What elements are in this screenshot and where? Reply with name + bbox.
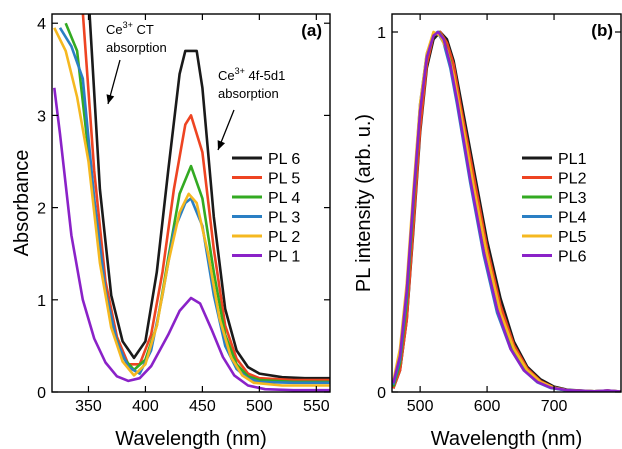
x-tick-label: 700 [541, 398, 568, 415]
x-tick-label: 350 [75, 398, 102, 415]
series-group [392, 30, 621, 392]
annotation-base: Ce [218, 68, 235, 83]
series-line-pl6 [88, 14, 330, 380]
annotation-superscript: 3+ [123, 20, 133, 30]
legend-label: PL 3 [268, 210, 300, 227]
legend-label: PL 4 [268, 190, 300, 207]
legend-label: PL2 [558, 171, 587, 188]
annotation-line-2: absorption [106, 40, 167, 55]
panel-b-pl-intensity-chart: 500 600 700 0 1 Wavelength (nm) PL intensity (… [353, 13, 622, 449]
series-line-pl2 [53, 27, 330, 387]
legend-label: PL 6 [268, 151, 300, 168]
legend-label: PL 2 [268, 229, 300, 246]
legend-label: PL3 [558, 190, 587, 207]
series-line-pl6 [392, 30, 621, 392]
legend-label: PL6 [558, 249, 587, 266]
x-axis-title: Wavelength (nm) [115, 428, 267, 449]
x-tick-label: 500 [407, 398, 434, 415]
legend-label: PL 1 [268, 249, 300, 266]
panel-label: (b) [591, 21, 613, 40]
legend-label: PL5 [558, 229, 587, 246]
annotation-arrow-head [106, 94, 115, 104]
y-tick-label: 3 [37, 108, 46, 125]
x-axis-title: Wavelength (nm) [431, 428, 583, 449]
annotation-rest: 4f-5d1 [245, 68, 285, 83]
legend-label: PL1 [558, 151, 587, 168]
y-axis-title: PL intensity (arb. u.) [353, 114, 375, 292]
series-line-pl1 [53, 87, 330, 392]
annotation-line-2: absorption [218, 86, 279, 101]
annotation-superscript: 3+ [235, 66, 245, 76]
y-tick-label: 4 [37, 16, 46, 33]
y-tick-label: 0 [37, 385, 46, 402]
series-group [53, 14, 330, 392]
x-tick-label: 450 [189, 398, 216, 415]
y-tick-label: 1 [377, 25, 386, 42]
plot-frame [391, 13, 622, 393]
x-tick-label: 550 [303, 398, 330, 415]
x-tick-label: 400 [132, 398, 159, 415]
annotation-rest: CT [133, 22, 154, 37]
y-tick-label: 1 [37, 293, 46, 310]
annotation-line-1: Ce3+ 4f-5d1 [218, 66, 285, 83]
y-tick-label: 2 [37, 201, 46, 218]
panel-label: (a) [301, 21, 322, 40]
panel-a-absorbance-chart: 350 400 450 500 550 0 1 2 3 4 Wavelength (nm) Absor… [11, 13, 331, 449]
x-tick-label: 600 [474, 398, 501, 415]
annotation-line-1: Ce3+ CT [106, 20, 154, 37]
y-tick-label: 0 [377, 385, 386, 402]
plot-frame [51, 13, 331, 393]
annotation-arrow-head [217, 140, 226, 150]
annotation-base: Ce [106, 22, 123, 37]
legend-label: PL 5 [268, 171, 300, 188]
legend-label: PL4 [558, 210, 587, 227]
x-tick-label: 500 [246, 398, 273, 415]
y-axis-title: Absorbance [11, 150, 33, 257]
